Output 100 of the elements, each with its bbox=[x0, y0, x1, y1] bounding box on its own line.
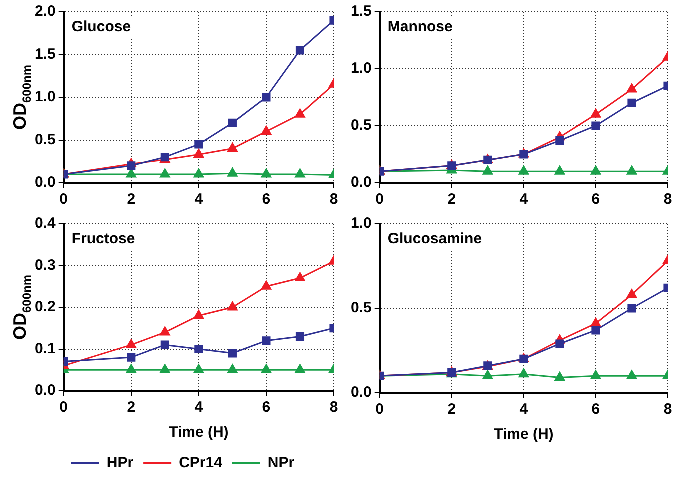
x-tick-label: 8 bbox=[330, 191, 338, 208]
point bbox=[160, 364, 170, 374]
point bbox=[554, 166, 566, 175]
point bbox=[160, 340, 170, 350]
point bbox=[482, 370, 493, 380]
point bbox=[628, 98, 636, 108]
point bbox=[126, 168, 136, 178]
x-tick-label: 6 bbox=[262, 399, 271, 416]
x-tick-label: 2 bbox=[448, 191, 456, 208]
x-axis-title: Time (H) bbox=[169, 424, 229, 442]
point bbox=[261, 364, 272, 374]
y-tick-label: 1.0 bbox=[350, 60, 372, 78]
point bbox=[556, 136, 564, 146]
point bbox=[262, 93, 271, 102]
point bbox=[261, 280, 272, 290]
point bbox=[295, 272, 306, 282]
point bbox=[295, 364, 306, 374]
point bbox=[626, 289, 638, 298]
point bbox=[262, 336, 271, 346]
point bbox=[482, 166, 493, 175]
point bbox=[590, 108, 602, 118]
point bbox=[261, 126, 272, 135]
x-tick-label: 2 bbox=[448, 401, 456, 418]
x-tick-label: 2 bbox=[127, 399, 136, 416]
y-tick-label: 1.5 bbox=[34, 46, 56, 63]
y-axis-title: OD600nm bbox=[10, 274, 34, 340]
x-tick-label: 0 bbox=[376, 401, 384, 418]
point bbox=[228, 118, 237, 128]
point bbox=[556, 340, 564, 348]
x-tick-label: 4 bbox=[194, 399, 204, 416]
x-tick-label: 8 bbox=[664, 401, 672, 418]
x-tick-label: 6 bbox=[592, 191, 600, 208]
point bbox=[295, 168, 306, 178]
point bbox=[194, 168, 204, 178]
point bbox=[126, 364, 136, 374]
point bbox=[194, 310, 204, 320]
point bbox=[592, 326, 600, 335]
y-axis-title: OD600nm bbox=[10, 64, 34, 130]
point bbox=[160, 168, 170, 178]
y-tick-label: 1.5 bbox=[350, 3, 372, 20]
legend-label: HPr bbox=[106, 454, 134, 472]
x-tick-label: 4 bbox=[194, 191, 204, 208]
point bbox=[194, 344, 204, 354]
point bbox=[590, 370, 602, 380]
legend-label: CPr14 bbox=[179, 454, 224, 472]
x-tick-label: 8 bbox=[330, 399, 338, 416]
point bbox=[628, 304, 636, 313]
point bbox=[127, 162, 136, 170]
x-tick-label: 0 bbox=[60, 399, 68, 416]
x-tick-label: 0 bbox=[60, 191, 68, 208]
point bbox=[228, 349, 237, 358]
x-tick-label: 6 bbox=[262, 191, 271, 208]
y-tick-label: 1.0 bbox=[34, 88, 56, 106]
point bbox=[554, 372, 566, 382]
y-tick-label: 0.0 bbox=[34, 382, 56, 400]
y-tick-label: 0.5 bbox=[34, 131, 56, 148]
y-tick-label: 1.0 bbox=[350, 215, 372, 232]
x-tick-label: 8 bbox=[664, 191, 672, 208]
text: Glucose bbox=[72, 18, 132, 36]
legend-label: NPr bbox=[268, 454, 295, 472]
x-tick-label: 6 bbox=[592, 401, 600, 418]
point bbox=[626, 84, 638, 93]
x-tick-label: 4 bbox=[520, 191, 529, 208]
point bbox=[518, 368, 530, 378]
point bbox=[296, 332, 305, 342]
x-tick-label: 2 bbox=[127, 191, 136, 208]
point bbox=[590, 166, 602, 175]
point bbox=[448, 162, 456, 170]
point bbox=[592, 122, 600, 130]
point bbox=[228, 302, 238, 311]
point bbox=[261, 168, 272, 178]
x-axis-title: Time (H) bbox=[494, 426, 554, 444]
point bbox=[228, 143, 238, 152]
y-tick-label: 0.0 bbox=[350, 384, 372, 402]
point bbox=[228, 364, 238, 374]
point bbox=[626, 166, 638, 175]
point bbox=[194, 149, 204, 158]
y-tick-label: 0.3 bbox=[34, 256, 56, 274]
x-tick-label: 4 bbox=[520, 401, 529, 418]
y-tick-label: 0.1 bbox=[34, 340, 56, 358]
point bbox=[194, 364, 204, 374]
y-tick-label: 0.0 bbox=[350, 174, 372, 192]
x-tick-label: 0 bbox=[376, 191, 384, 208]
y-tick-label: 0.0 bbox=[34, 174, 56, 192]
point bbox=[127, 353, 136, 362]
y-tick-label: 0.2 bbox=[34, 298, 56, 316]
point bbox=[518, 166, 530, 175]
y-tick-label: 0.5 bbox=[350, 117, 372, 134]
point bbox=[626, 370, 638, 380]
point bbox=[126, 339, 136, 348]
point bbox=[296, 46, 305, 55]
y-tick-label: 2.0 bbox=[34, 3, 56, 20]
text: Mannose bbox=[388, 18, 453, 36]
y-tick-label: 0.5 bbox=[350, 300, 372, 317]
point bbox=[160, 326, 170, 336]
y-tick-label: 0.4 bbox=[34, 215, 56, 232]
point bbox=[228, 168, 238, 177]
point bbox=[295, 108, 306, 118]
text: Fructose bbox=[72, 230, 136, 248]
text: Glucosamine bbox=[388, 230, 482, 248]
